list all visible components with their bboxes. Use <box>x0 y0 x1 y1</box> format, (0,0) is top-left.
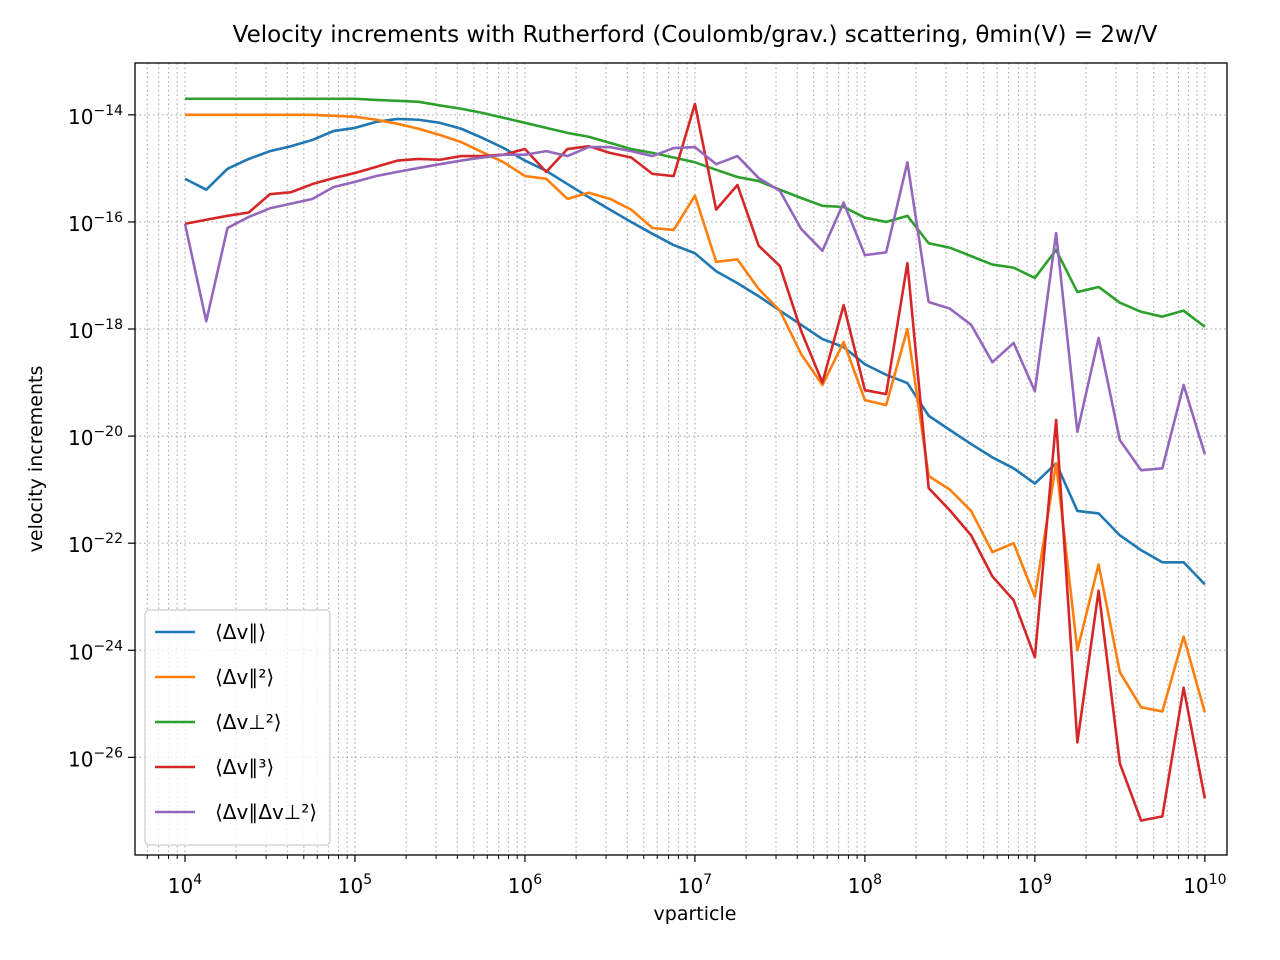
series-line <box>185 97 1206 328</box>
y-tick-label: 10−26 <box>68 745 123 771</box>
series-line <box>184 102 1207 822</box>
x-axis-label: vparticle <box>654 903 737 925</box>
series-line <box>183 145 1207 472</box>
legend-label: ⟨Δv⊥²⟩ <box>215 710 282 734</box>
y-tick-label: 10−18 <box>68 317 123 343</box>
series-line <box>185 113 1207 713</box>
x-tick-label: 108 <box>848 872 882 898</box>
legend-label: ⟨Δv∥Δv⊥²⟩ <box>215 800 317 824</box>
legend-box <box>144 609 331 846</box>
y-tick-label: 10−20 <box>68 424 123 450</box>
plot-frame <box>134 62 1228 856</box>
y-tick-label: 10−14 <box>68 103 123 129</box>
y-axis-label: velocity increments <box>25 366 47 553</box>
legend-label: ⟨Δv∥⟩ <box>215 620 266 644</box>
chart-title: Velocity increments with Rutherford (Cou… <box>233 22 1158 48</box>
x-tick-label: 109 <box>1018 872 1052 898</box>
legend-label: ⟨Δv∥³⟩ <box>215 755 274 779</box>
x-tick-label: 104 <box>168 872 202 898</box>
x-tick-label: 105 <box>338 872 372 898</box>
y-tick-label: 10−22 <box>68 531 123 557</box>
y-tick-label: 10−24 <box>68 638 123 664</box>
legend-label: ⟨Δv∥²⟩ <box>215 665 274 689</box>
series-line <box>184 117 1206 586</box>
y-tick-label: 10−16 <box>68 210 123 236</box>
x-tick-label: 106 <box>508 872 542 898</box>
x-tick-label: 1010 <box>1183 872 1226 898</box>
x-tick-label: 107 <box>678 872 712 898</box>
